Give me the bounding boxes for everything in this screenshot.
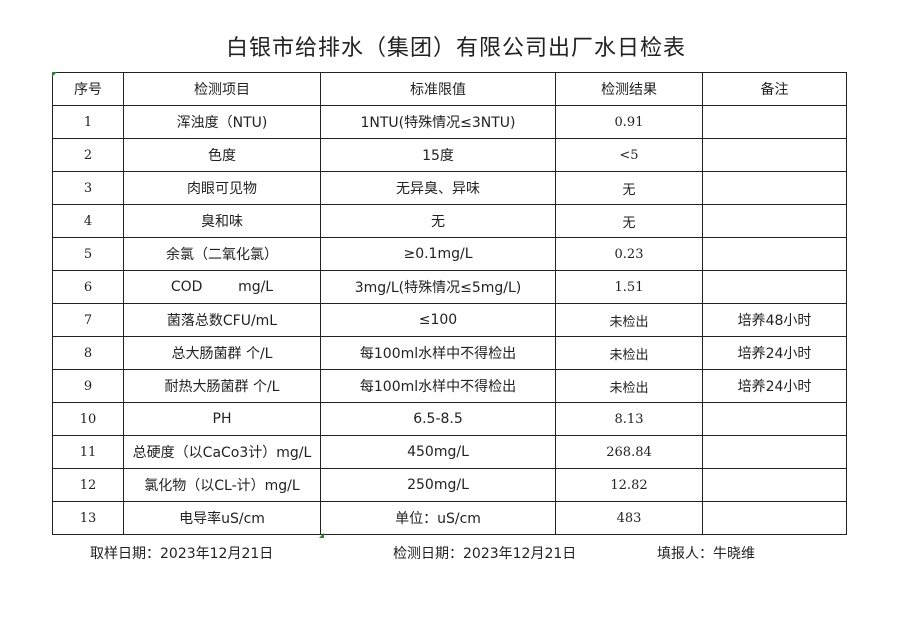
cell-standard-limit: 1NTU(特殊情况≤3NTU)	[320, 105, 556, 139]
cell-remark	[702, 171, 847, 205]
cell-serial-number: 13	[52, 501, 124, 535]
cell-test-item: 电导率uS/cm	[123, 501, 321, 535]
cell-test-result: 未检出	[555, 369, 703, 403]
cell-remark	[702, 501, 847, 535]
cell-test-item: 色度	[123, 138, 321, 172]
cell-serial-number: 2	[52, 138, 124, 172]
table-row: 13 电导率uS/cm 单位：uS/cm 483	[52, 501, 847, 535]
cell-remark	[702, 270, 847, 304]
cell-test-result: 无	[555, 171, 703, 205]
test-date: 检测日期：2023年12月21日	[393, 546, 577, 562]
table-row: 3 肉眼可见物 无异臭、异味无	[52, 171, 847, 205]
cell-remark	[702, 402, 847, 436]
cell-standard-limit: 250mg/L	[320, 468, 556, 502]
cell-standard-limit: ≤100	[320, 303, 556, 337]
cell-test-result: 483	[555, 501, 703, 535]
reporter: 填报人：牛晓维	[657, 546, 755, 562]
table-row: 6 COD mg/L 3mg/L(特殊情况≤5mg/L) 1.51	[52, 270, 847, 304]
header-test-result: 检测结果	[555, 72, 703, 106]
cell-test-item: 菌落总数CFU/mL	[123, 303, 321, 337]
cell-test-result: 12.82	[555, 468, 703, 502]
cell-test-item: 余氯（二氧化氯）	[123, 237, 321, 271]
cell-test-item: 肉眼可见物	[123, 171, 321, 205]
cell-remark	[702, 435, 847, 469]
table-row: 9 耐热大肠菌群 个/L 每100ml水样中不得检出 未检出 培养24小时	[52, 369, 847, 403]
table-row: 8 总大肠菌群 个/L 每100ml水样中不得检出 未检出 培养24小时	[52, 336, 847, 370]
cell-standard-limit: 3mg/L(特殊情况≤5mg/L)	[320, 270, 556, 304]
cell-remark	[702, 105, 847, 139]
table-header-row: 序号 检测项目 标准限值 检测结果 备注	[52, 72, 847, 106]
cell-serial-number: 3	[52, 171, 124, 205]
cell-test-item: 总硬度（以CaCo3计）mg/L	[123, 435, 321, 469]
table-row: 12 氯化物（以CL-计）mg/L 250mg/L 12.82	[52, 468, 847, 502]
table-row: 10 PH 6.5-8.5 8.13	[52, 402, 847, 436]
cell-test-item: 浑浊度（NTU)	[123, 105, 321, 139]
cell-test-result: 8.13	[555, 402, 703, 436]
cell-remark	[702, 204, 847, 238]
cell-standard-limit: 每100ml水样中不得检出	[320, 369, 556, 403]
cell-standard-limit: 单位：uS/cm	[320, 501, 556, 535]
table-row: 4 臭和味无无	[52, 204, 847, 238]
cell-marker-icon	[319, 533, 324, 538]
page-title: 白银市给排水（集团）有限公司出厂水日检表	[225, 36, 686, 61]
table-row: 5 余氯（二氧化氯） ≥0.1mg/L 0.23	[52, 237, 847, 271]
cell-standard-limit: 15度	[320, 138, 556, 172]
cell-test-item: 臭和味	[123, 204, 321, 238]
table-row: 11 总硬度（以CaCo3计）mg/L 450mg/L 268.84	[52, 435, 847, 469]
cell-serial-number: 6	[52, 270, 124, 304]
sample-date: 取样日期：2023年12月21日	[90, 546, 274, 562]
table-row: 2 色度 15度 <5	[52, 138, 847, 172]
cell-standard-limit: 6.5-8.5	[320, 402, 556, 436]
cell-test-item: COD mg/L	[123, 270, 321, 304]
cell-test-item: 总大肠菌群 个/L	[123, 336, 321, 370]
header-test-item: 检测项目	[123, 72, 321, 106]
cell-remark	[702, 138, 847, 172]
cell-serial-number: 4	[52, 204, 124, 238]
cell-test-result: 未检出	[555, 303, 703, 337]
cell-standard-limit: ≥0.1mg/L	[320, 237, 556, 271]
table-row: 7 菌落总数CFU/mL ≤100 未检出 培养48小时	[52, 303, 847, 337]
cell-serial-number: 10	[52, 402, 124, 436]
cell-standard-limit: 每100ml水样中不得检出	[320, 336, 556, 370]
header-serial-number: 序号	[52, 72, 124, 106]
cell-remark: 培养24小时	[702, 336, 847, 370]
cell-test-result: 无	[555, 204, 703, 238]
header-remark: 备注	[702, 72, 847, 106]
cell-standard-limit: 无	[320, 204, 556, 238]
cell-marker-icon	[52, 72, 57, 77]
cell-remark	[702, 468, 847, 502]
table-row: 1 浑浊度（NTU) 1NTU(特殊情况≤3NTU) 0.91	[52, 105, 847, 139]
header-standard-limit: 标准限值	[320, 72, 556, 106]
cell-test-result: 1.51	[555, 270, 703, 304]
cell-serial-number: 7	[52, 303, 124, 337]
cell-remark	[702, 237, 847, 271]
cell-serial-number: 12	[52, 468, 124, 502]
cell-standard-limit: 无异臭、异味	[320, 171, 556, 205]
cell-test-result: <5	[555, 138, 703, 172]
cell-serial-number: 11	[52, 435, 124, 469]
cell-standard-limit: 450mg/L	[320, 435, 556, 469]
cell-serial-number: 1	[52, 105, 124, 139]
cell-test-result: 268.84	[555, 435, 703, 469]
cell-test-result: 0.23	[555, 237, 703, 271]
cell-remark: 培养24小时	[702, 369, 847, 403]
cell-test-item: 耐热大肠菌群 个/L	[123, 369, 321, 403]
cell-remark: 培养48小时	[702, 303, 847, 337]
cell-test-item: PH	[123, 402, 321, 436]
cell-serial-number: 8	[52, 336, 124, 370]
cell-serial-number: 5	[52, 237, 124, 271]
cell-test-item: 氯化物（以CL-计）mg/L	[123, 468, 321, 502]
water-quality-table: 序号 检测项目 标准限值 检测结果 备注 1 浑浊度（NTU) 1NTU(特殊情况≤3NTU)…	[52, 72, 847, 535]
cell-test-result: 未检出	[555, 336, 703, 370]
cell-test-result: 0.91	[555, 105, 703, 139]
cell-serial-number: 9	[52, 369, 124, 403]
